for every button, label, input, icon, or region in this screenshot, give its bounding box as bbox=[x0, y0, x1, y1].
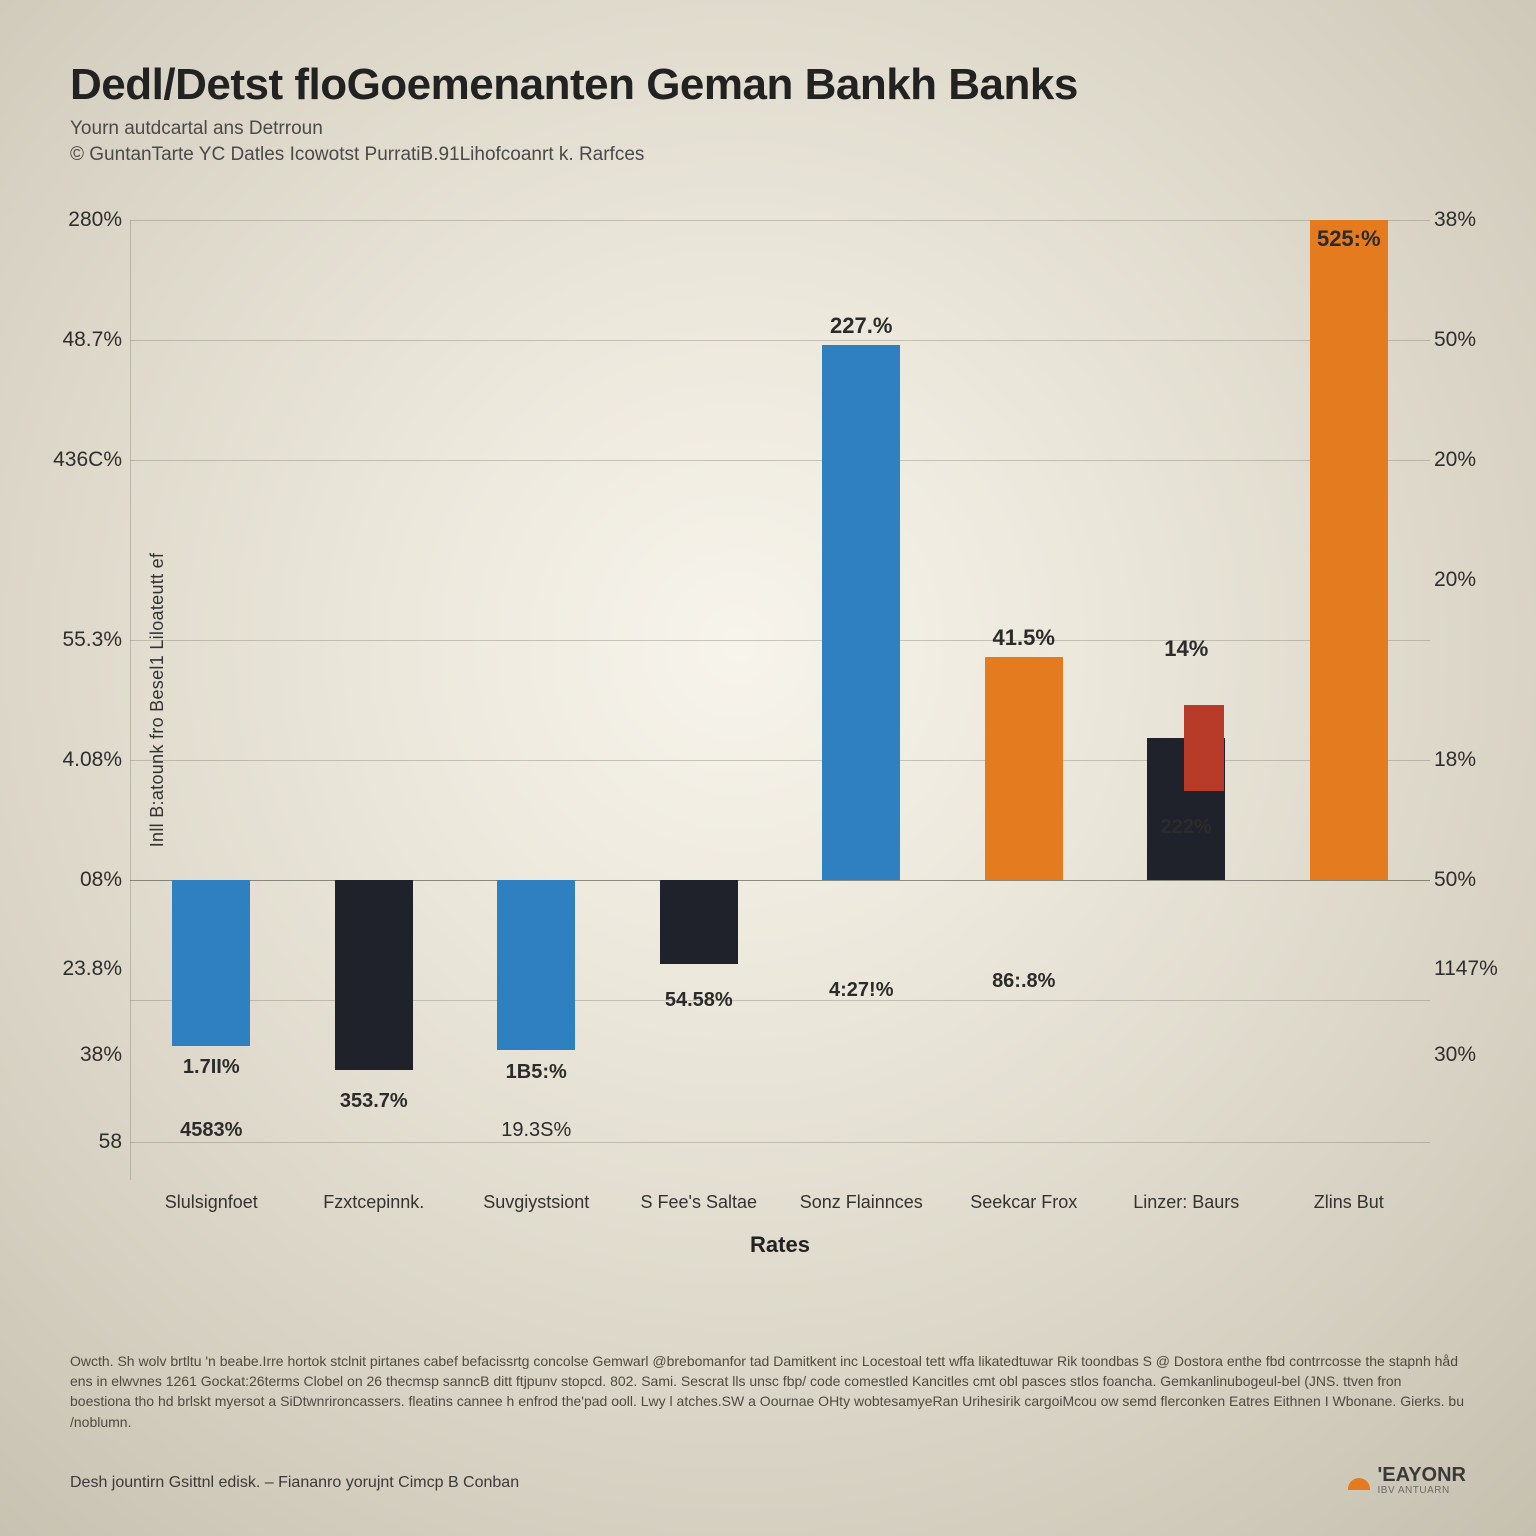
y-ticks-right: 38%50%20%20%18%50%1147%30% bbox=[1434, 220, 1510, 1180]
bar-slot: 1B5:% 19.3S% bbox=[455, 220, 618, 1180]
bar bbox=[660, 880, 738, 964]
y-tick-right: 18% bbox=[1434, 748, 1510, 772]
y-tick-right: 1147% bbox=[1434, 957, 1510, 981]
x-tick-label: Sonz Flainnces bbox=[780, 1192, 943, 1213]
bar-sub-label: 86:.8% bbox=[992, 969, 1055, 994]
footer-left: Desh jountirn Gsittnl edisk. – Fiananro … bbox=[70, 1474, 519, 1492]
y-tick-left: 436C% bbox=[46, 448, 122, 472]
chart: Inll B:atounk fro Besel1 Liloateutt ef 2… bbox=[130, 220, 1430, 1180]
logo-icon bbox=[1348, 1468, 1372, 1492]
bar-slot: 1.7II% 4583% bbox=[130, 220, 293, 1180]
bar: 41.5% bbox=[985, 657, 1063, 880]
y-tick-left: 08% bbox=[46, 868, 122, 892]
x-tick-label: Fzxtcepinnk. bbox=[293, 1192, 456, 1213]
bar bbox=[497, 880, 575, 1050]
footnote: Owcth. Sh wolv brtltu 'n beabe.Irre hort… bbox=[70, 1351, 1466, 1432]
bar-slot: 227.% 4:27!% bbox=[780, 220, 943, 1180]
bar-sub-label: 4583% bbox=[180, 1118, 242, 1143]
chart-title: Dedl/Detst floGoemenanten Geman Bankh Ba… bbox=[70, 60, 1466, 110]
bars: 1.7II% 4583% 353.7% 1B5:% 19.3S% 54.58% 227.% 4… bbox=[130, 220, 1430, 1180]
y-tick-left: 48.7% bbox=[46, 328, 122, 352]
y-tick-right: 50% bbox=[1434, 328, 1510, 352]
y-tick-left: 280% bbox=[46, 208, 122, 232]
chart-subtitle-1: Yourn autdcartal ans Detrroun bbox=[70, 118, 1466, 140]
bar-slot: 54.58% bbox=[618, 220, 781, 1180]
bar-slot: 525:% bbox=[1268, 220, 1431, 1180]
bar: 525:% bbox=[1310, 220, 1388, 880]
bar-value-label: 14% bbox=[1164, 636, 1208, 662]
bar-sub-label: 1.7II% bbox=[183, 1055, 240, 1080]
y-tick-right: 50% bbox=[1434, 868, 1510, 892]
x-tick-label: S Fee's Saltae bbox=[618, 1192, 781, 1213]
y-tick-right: 20% bbox=[1434, 568, 1510, 592]
x-tick-label: Seekcar Frox bbox=[943, 1192, 1106, 1213]
y-tick-left: 58 bbox=[46, 1130, 122, 1154]
bar-slot: 353.7% bbox=[293, 220, 456, 1180]
x-tick-label: Zlins But bbox=[1268, 1192, 1431, 1213]
bar: 227.% bbox=[822, 345, 900, 880]
footer-logo: 'EAYONR IBV ANTUARN bbox=[1348, 1464, 1467, 1496]
bar-value-label: 41.5% bbox=[993, 625, 1055, 651]
y-tick-left: 55.3% bbox=[46, 628, 122, 652]
y-tick-left: 38% bbox=[46, 1043, 122, 1067]
bar-value-label: 227.% bbox=[830, 313, 892, 339]
page: Dedl/Detst floGoemenanten Geman Bankh Ba… bbox=[0, 0, 1536, 1536]
logo-brand: 'EAYONR bbox=[1378, 1464, 1467, 1486]
bar-value-label: 525:% bbox=[1317, 226, 1381, 252]
bar-slot: 41.5% 86:.8% bbox=[943, 220, 1106, 1180]
x-tick-label: Linzer: Baurs bbox=[1105, 1192, 1268, 1213]
bar-sub-label: 1B5:% bbox=[506, 1060, 567, 1085]
y-ticks-left: 280%48.7%436C%55.3%4.08%08%23.8%38%58 bbox=[46, 220, 122, 1180]
bar bbox=[172, 880, 250, 1046]
bar-sub-label: 4:27!% bbox=[829, 978, 893, 1003]
y-tick-left: 4.08% bbox=[46, 748, 122, 772]
bar-sub-label: 353.7% bbox=[340, 1089, 408, 1114]
bar-slot: 14% 222% bbox=[1105, 220, 1268, 1180]
y-tick-right: 30% bbox=[1434, 1043, 1510, 1067]
bar-sub-label: 222% bbox=[1161, 815, 1212, 840]
x-tick-label: Suvgiystsiont bbox=[455, 1192, 618, 1213]
x-tick-label: Slulsignfoet bbox=[130, 1192, 293, 1213]
chart-subtitle-2: © GuntanTarte YC Datles Icowotst Purrati… bbox=[70, 144, 1466, 166]
y-tick-right: 20% bbox=[1434, 448, 1510, 472]
bar bbox=[335, 880, 413, 1070]
x-labels: SlulsignfoetFzxtcepinnk.SuvgiystsiontS F… bbox=[130, 1186, 1430, 1226]
logo-sub: IBV ANTUARN bbox=[1378, 1485, 1467, 1496]
x-axis-title: Rates bbox=[130, 1232, 1430, 1258]
bar-sub-label: 19.3S% bbox=[501, 1118, 571, 1143]
bar-sub-label: 54.58% bbox=[665, 988, 733, 1013]
bar-segment bbox=[1184, 705, 1224, 791]
logo-text: 'EAYONR IBV ANTUARN bbox=[1378, 1464, 1467, 1496]
y-tick-left: 23.8% bbox=[46, 957, 122, 981]
y-tick-right: 38% bbox=[1434, 208, 1510, 232]
